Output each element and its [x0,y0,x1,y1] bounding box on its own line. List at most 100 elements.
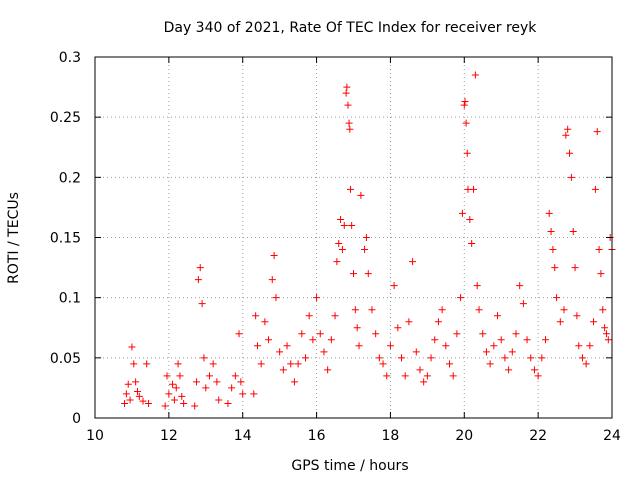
data-point [362,234,370,241]
data-point [602,330,610,338]
data-point [252,312,260,320]
data-point [270,252,278,260]
chart-title: Day 340 of 2021, Rate Of TEC Index for r… [164,20,538,36]
data-point [265,336,273,344]
data-point [194,276,202,284]
data-points [121,71,616,410]
data-point [253,342,261,350]
data-point [205,372,213,380]
data-point [564,125,572,133]
data-point [545,209,553,217]
data-point [569,227,577,235]
data-point [364,270,372,278]
data-point [357,191,365,199]
data-point [470,185,478,193]
data-point [301,354,309,362]
y-axis-title: ROTI / TECUs [6,192,22,284]
data-point [215,396,223,404]
data-point [350,270,357,278]
data-point [501,354,509,362]
data-point [235,330,243,338]
data-point [320,348,328,356]
data-point [473,282,481,290]
data-point [534,372,542,380]
data-point [161,402,169,410]
data-point [458,209,466,217]
y-tick-label: 0.2 [59,170,81,186]
y-tick-label: 0.15 [50,231,81,247]
data-point [386,342,394,350]
data-point [390,282,398,290]
data-point [139,397,147,405]
data-point [368,306,376,314]
data-point [170,396,178,404]
data-point [348,221,356,229]
data-point [198,300,206,308]
data-point [313,294,321,302]
data-point [412,348,420,356]
data-point [431,336,439,344]
data-point [575,342,583,350]
data-point [372,330,380,338]
data-point [551,264,559,272]
data-point [542,336,550,344]
data-point [379,360,387,368]
data-point [591,185,599,193]
data-point [601,324,609,332]
x-tick-label: 20 [455,428,473,444]
data-point [586,342,594,350]
data-point [494,312,502,320]
data-point [176,372,184,380]
data-point [324,366,332,374]
data-point [512,330,520,338]
data-point [566,149,574,157]
x-axis-title: GPS time / hours [291,458,408,474]
data-point [345,119,353,127]
data-point [309,336,317,344]
data-point [549,246,557,254]
data-point [497,336,505,344]
data-point [257,360,265,368]
data-point [578,354,586,362]
data-point [409,258,417,266]
data-point [593,128,601,136]
data-point [361,246,369,254]
data-point [191,402,199,410]
data-point [239,390,247,398]
data-point [126,396,134,404]
data-point [516,282,524,290]
data-point [347,185,355,193]
data-point [553,294,561,302]
axes: 10 12 14 16 18 20 22 24 0 0.05 0.1 0.15 0.2 0.25 0.3 [50,50,621,444]
data-point [438,306,446,314]
data-point [122,390,130,398]
data-point [294,360,302,368]
data-point [169,380,177,388]
data-point [165,390,173,398]
data-point [527,354,535,362]
data-point [335,240,343,248]
data-point [174,360,182,368]
data-point [479,330,487,338]
data-point [538,354,546,362]
x-tick-label: 22 [529,428,547,444]
data-point [178,392,186,400]
data-point [132,378,140,386]
data-point [449,372,457,380]
data-point [268,276,276,284]
data-point [599,306,607,314]
data-point [505,366,513,374]
data-point [343,83,351,91]
data-point [482,348,490,356]
data-point [145,400,153,408]
data-point [344,101,352,109]
data-point [405,318,413,326]
data-point [573,312,581,320]
x-tick-label: 16 [308,428,326,444]
data-point [261,318,269,326]
data-point [200,354,208,362]
data-point [394,324,402,332]
data-point [287,360,295,368]
